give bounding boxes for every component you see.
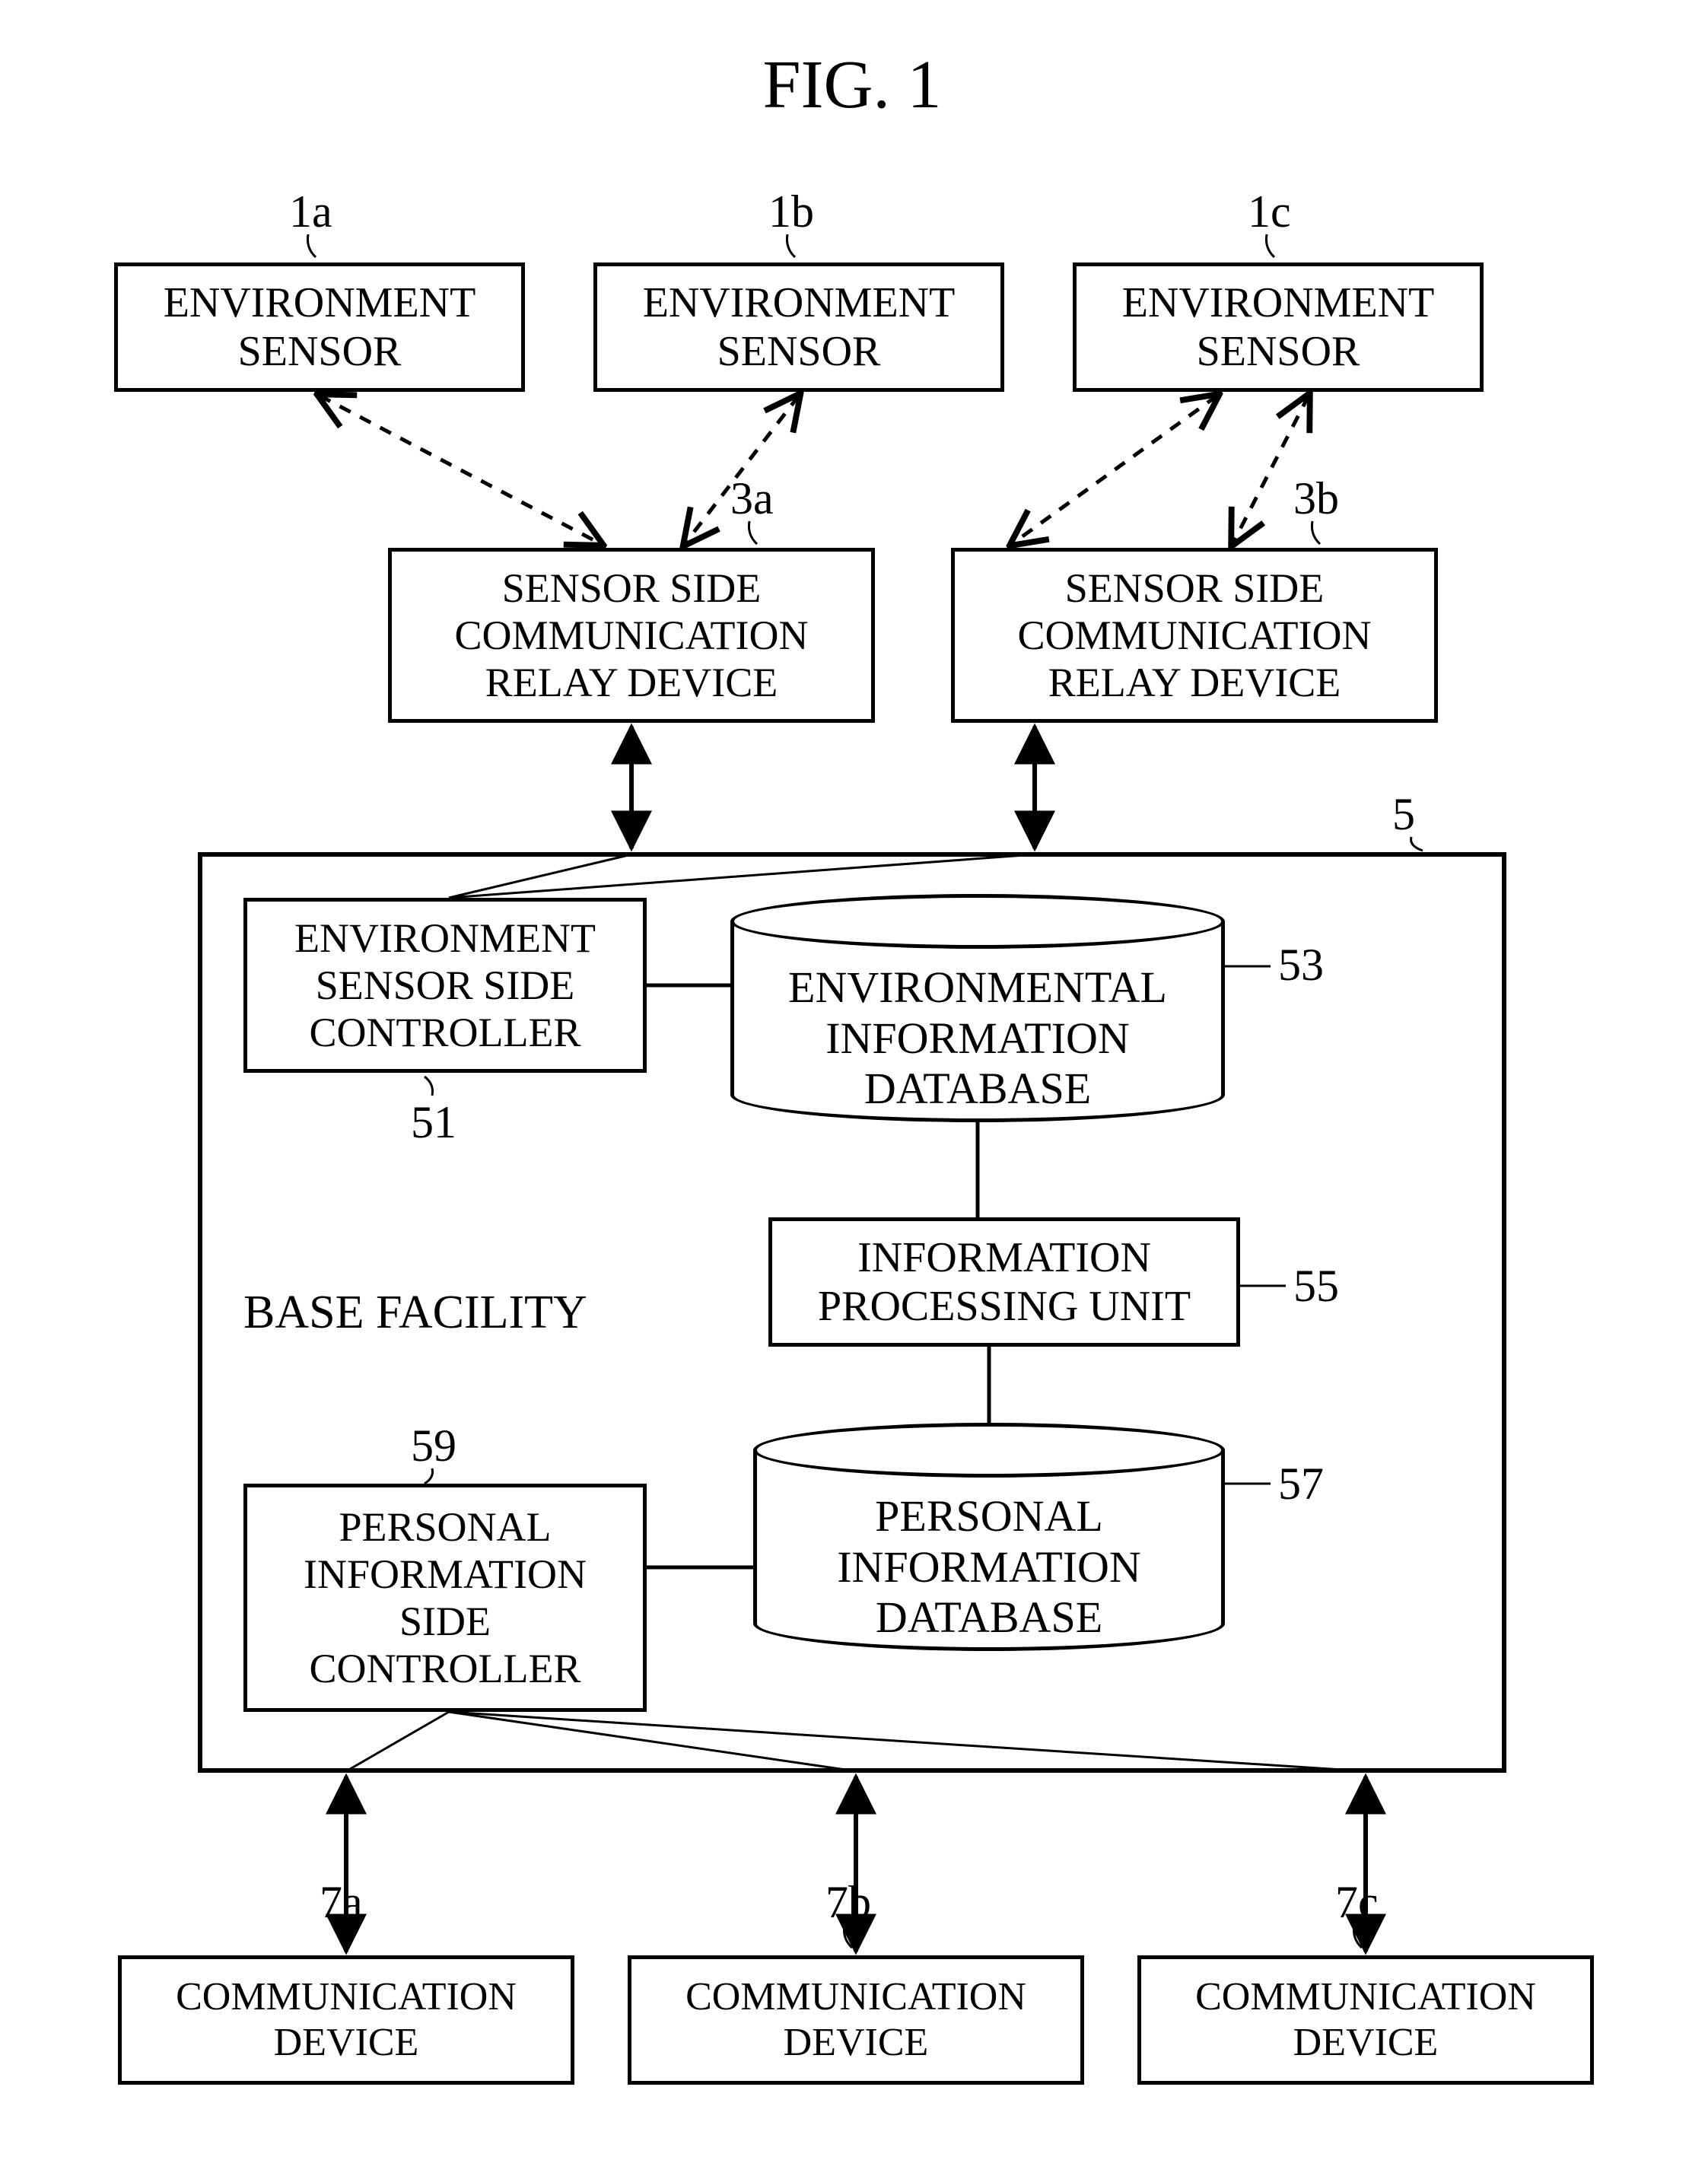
env-sensor-1b-text: ENVIRONMENT SENSOR [643,278,956,377]
relay-3a-text: SENSOR SIDE COMMUNICATION RELAY DEVICE [454,565,808,706]
ipu-55: INFORMATION PROCESSING UNIT [768,1217,1240,1347]
ref-1c: 1c [1248,189,1291,234]
ref-53: 53 [1278,942,1324,988]
ref-7c: 7c [1335,1879,1379,1925]
comm-dev-7a-text: COMMUNICATION DEVICE [176,1974,517,2066]
env-ctrl-51: ENVIRONMENT SENSOR SIDE CONTROLLER [243,898,647,1073]
pers-ctrl-text: PERSONAL INFORMATION SIDE CONTROLLER [304,1503,587,1692]
pers-ctrl-59: PERSONAL INFORMATION SIDE CONTROLLER [243,1484,647,1712]
pers-db-text: PERSONAL INFORMATION DATABASE [753,1491,1225,1643]
ref-3a: 3a [730,476,774,521]
env-sensor-1a-text: ENVIRONMENT SENSOR [164,278,476,377]
env-sensor-1b: ENVIRONMENT SENSOR [593,262,1004,392]
env-db-text: ENVIRONMENTAL INFORMATION DATABASE [730,962,1225,1115]
comm-dev-7c-text: COMMUNICATION DEVICE [1195,1974,1536,2066]
ref-7a: 7a [320,1879,363,1925]
comm-dev-7a: COMMUNICATION DEVICE [118,1955,574,2085]
ref-1a: 1a [289,189,332,234]
ipu-text: INFORMATION PROCESSING UNIT [818,1233,1191,1331]
base-facility-label: BASE FACILITY [243,1286,587,1340]
comm-dev-7b: COMMUNICATION DEVICE [628,1955,1084,2085]
pers-db-57: PERSONAL INFORMATION DATABASE [753,1423,1225,1651]
relay-3a: SENSOR SIDE COMMUNICATION RELAY DEVICE [388,548,875,723]
env-db-53: ENVIRONMENTAL INFORMATION DATABASE [730,894,1225,1122]
env-sensor-1a: ENVIRONMENT SENSOR [114,262,525,392]
figure-title: FIG. 1 [654,46,1050,124]
comm-dev-7b-text: COMMUNICATION DEVICE [685,1974,1026,2066]
ref-59: 59 [411,1423,456,1468]
ref-57: 57 [1278,1461,1324,1506]
ref-7b: 7b [825,1879,871,1925]
ref-3b: 3b [1293,476,1339,521]
relay-3b-text: SENSOR SIDE COMMUNICATION RELAY DEVICE [1017,565,1371,706]
env-ctrl-text: ENVIRONMENT SENSOR SIDE CONTROLLER [294,915,596,1056]
ref-1b: 1b [768,189,814,234]
env-sensor-1c-text: ENVIRONMENT SENSOR [1122,278,1435,377]
comm-dev-7c: COMMUNICATION DEVICE [1137,1955,1594,2085]
diagram-canvas: FIG. 1 ENVIRONMENT SENSOR ENVIRONMENT SE… [0,0,1708,2176]
ref-51: 51 [411,1099,456,1145]
env-sensor-1c: ENVIRONMENT SENSOR [1073,262,1484,392]
relay-3b: SENSOR SIDE COMMUNICATION RELAY DEVICE [951,548,1438,723]
ref-5: 5 [1392,791,1415,837]
ref-55: 55 [1293,1263,1339,1309]
